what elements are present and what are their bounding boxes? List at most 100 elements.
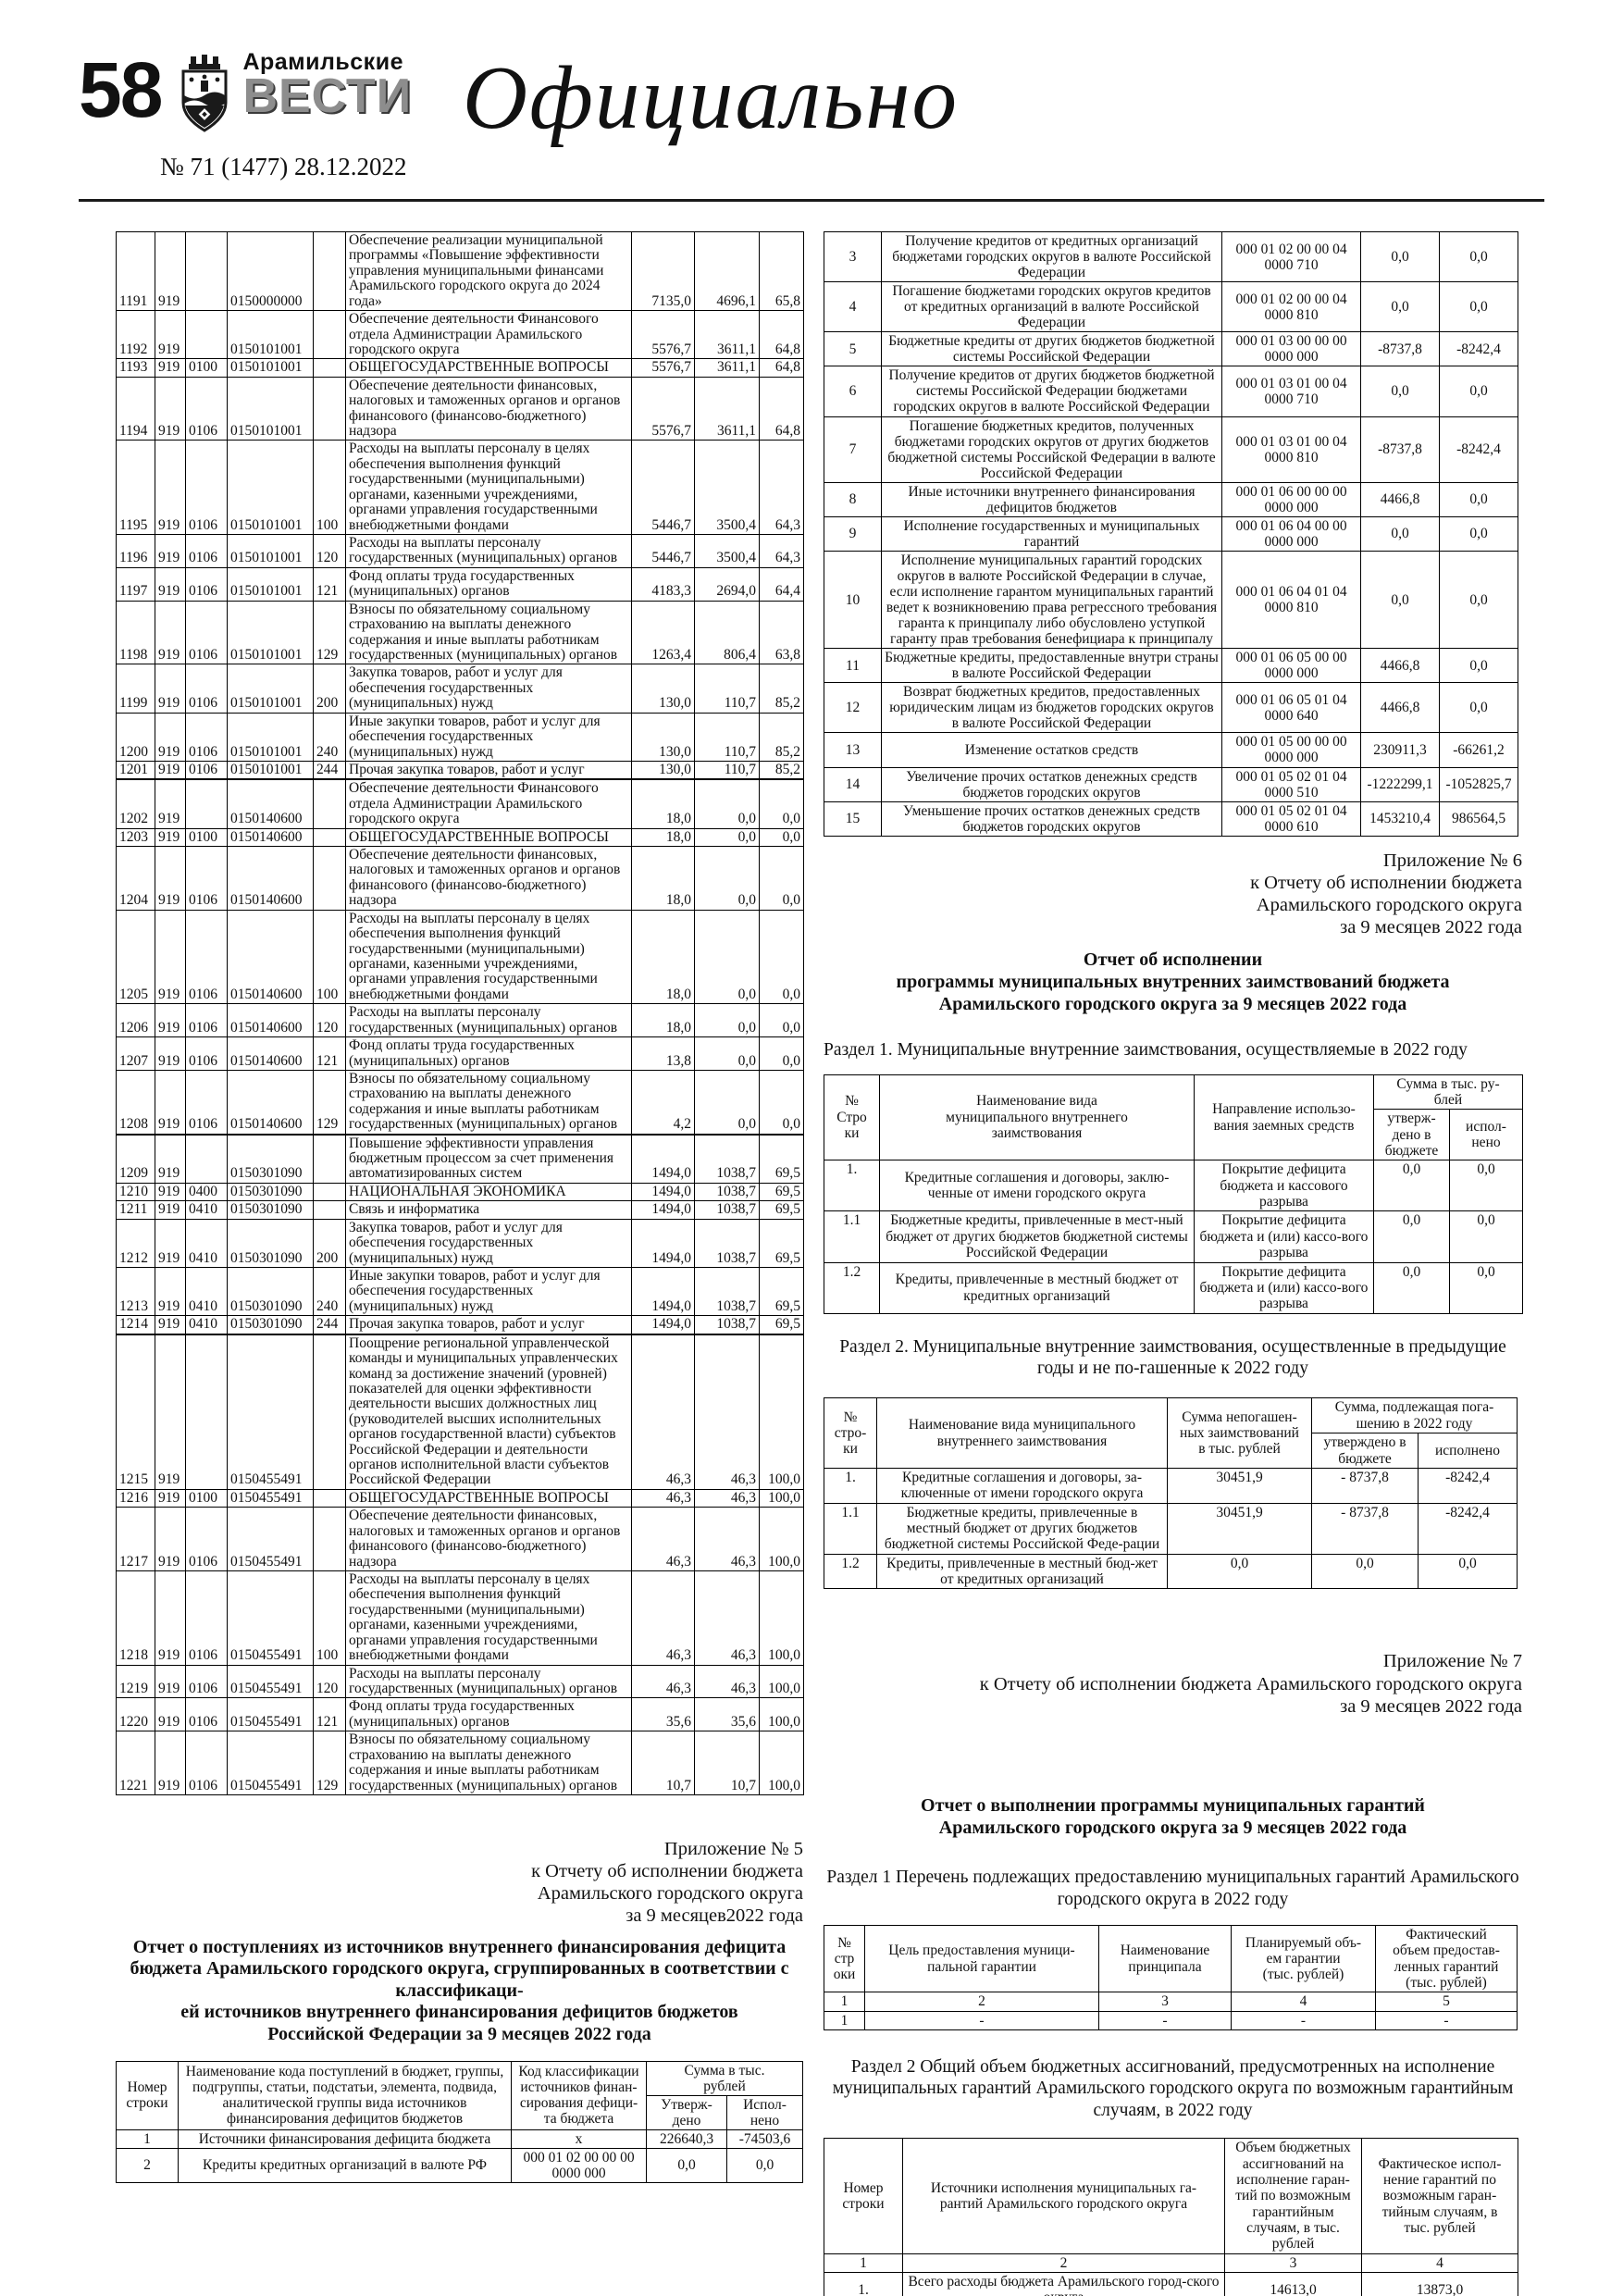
cell-num: 1.2 bbox=[824, 1261, 880, 1314]
header-approved: утверж- дено в бюджете bbox=[1373, 1109, 1450, 1161]
cell-executed: 1038,7 bbox=[694, 1134, 760, 1184]
cell-executed: 110,7 bbox=[694, 712, 760, 762]
cell-csr: 0150301090 bbox=[227, 1134, 314, 1184]
cell-grbs: 919 bbox=[155, 1570, 186, 1666]
header-sum: Сумма в тыс. ру- блей bbox=[1372, 1074, 1524, 1111]
cell-csr: 0150140600 bbox=[227, 1069, 314, 1136]
cell-percent: 85,2 bbox=[759, 760, 804, 781]
cell-code: 000 01 03 01 00 04 0000 810 bbox=[1221, 416, 1361, 483]
cell-executed: -66261,2 bbox=[1439, 732, 1518, 768]
cell-executed: 46,3 bbox=[694, 1334, 760, 1490]
cell-volume: 3 bbox=[1224, 2253, 1362, 2274]
cell-vid: 121 bbox=[313, 1036, 346, 1071]
cell-approved: 5576,7 bbox=[631, 376, 695, 441]
cell-percent: 64,8 bbox=[759, 358, 804, 378]
cell-razdel: 0106 bbox=[185, 760, 228, 781]
table-row: 1198 919 0106 0150101001 129 Взносы по обязат… bbox=[116, 600, 804, 665]
cell-csr: 0150301090 bbox=[227, 1200, 314, 1220]
cell-executed: 0,0 bbox=[1439, 281, 1518, 333]
cell-vid: 129 bbox=[313, 1731, 346, 1795]
cell-vid bbox=[313, 846, 346, 911]
cell-desc: Обеспечение деятельности Финансового отд… bbox=[345, 310, 632, 360]
cell-planned: 4 bbox=[1231, 1992, 1376, 2012]
cell-grbs: 919 bbox=[155, 566, 186, 602]
text-line: Арамильского городского округа bbox=[1256, 895, 1522, 916]
cell-percent: 0,0 bbox=[759, 909, 804, 1005]
cell-vid: 200 bbox=[313, 664, 346, 714]
cell-executed: 0,0 bbox=[694, 1003, 760, 1038]
cell-csr: 0150140600 bbox=[227, 1036, 314, 1071]
cell-desc: Фонд оплаты труда государственных (муниц… bbox=[345, 1697, 632, 1732]
table-row: 1.2 Кредиты, привлеченные в местный бюд-ж… bbox=[824, 1553, 1518, 1590]
text-line: Отчет об исполнении bbox=[1083, 949, 1263, 971]
cell-executed: 4696,1 bbox=[694, 230, 760, 312]
cell-executed: -8242,4 bbox=[1418, 1467, 1518, 1504]
cell-percent: 85,2 bbox=[759, 712, 804, 762]
cell-grbs: 919 bbox=[155, 760, 186, 781]
cell-approved: 4466,8 bbox=[1360, 648, 1440, 684]
cell-approved: 10,7 bbox=[631, 1731, 695, 1795]
brand-block: Арамильские ВЕСТИ bbox=[242, 51, 412, 121]
cell-num: 1206 bbox=[116, 1003, 155, 1038]
cell-approved: 5446,7 bbox=[631, 440, 695, 536]
cell-name: Бюджетные кредиты, привлеченные в местны… bbox=[876, 1502, 1168, 1555]
cell-approved: 35,6 bbox=[631, 1697, 695, 1732]
cell-desc: ОБЩЕГОСУДАРСТВЕННЫЕ ВОПРОСЫ bbox=[345, 1488, 632, 1508]
cell-num: 1.1 bbox=[824, 1502, 877, 1555]
table-row: 1219 919 0106 0150455491 120 Расходы на выпла… bbox=[116, 1664, 804, 1699]
cell-razdel: 0106 bbox=[185, 1664, 228, 1699]
cell-approved: 0,0 bbox=[1360, 281, 1440, 333]
cell-approved: 0,0 bbox=[1360, 550, 1440, 650]
text-line: Отчет о выполнении программы муниципальн… bbox=[921, 1794, 1425, 1816]
cell-csr: 0150140600 bbox=[227, 827, 314, 848]
table-row: 5 Бюджетные кредиты от других бюджетов бю… bbox=[824, 331, 1518, 367]
cell-num: 1 bbox=[116, 2128, 179, 2149]
table-row: 1203 919 0100 0150140600 ОБЩЕГОСУДАРСТВЕННЫЕ… bbox=[116, 827, 804, 848]
cell-percent: 100,0 bbox=[759, 1488, 804, 1508]
cell-approved: 46,3 bbox=[631, 1664, 695, 1699]
table-row: 1207 919 0106 0150140600 121 Фонд оплаты труд… bbox=[116, 1036, 804, 1071]
cell-razdel: 0410 bbox=[185, 1218, 228, 1269]
cell-approved: 1494,0 bbox=[631, 1266, 695, 1317]
cell-approved: 18,0 bbox=[631, 827, 695, 848]
header-direction: Направление использо- вания заемных сред… bbox=[1194, 1074, 1374, 1161]
cell-num: 1193 bbox=[116, 358, 155, 378]
cell-name: Бюджетные кредиты от других бюджетов бюд… bbox=[881, 331, 1222, 367]
cell-razdel: 0410 bbox=[185, 1200, 228, 1220]
cell-grbs: 919 bbox=[155, 358, 186, 378]
cell-razdel bbox=[185, 1134, 228, 1184]
text-line: Арамильского городского округа за 9 меся… bbox=[938, 1817, 1407, 1838]
cell-vid bbox=[313, 310, 346, 360]
cell-num: 1221 bbox=[116, 1731, 155, 1795]
cell-percent: 65,8 bbox=[759, 230, 804, 312]
cell-razdel: 0106 bbox=[185, 440, 228, 536]
sources-table-part2: 3 Получение кредитов от кредитных организ… bbox=[824, 230, 1518, 837]
cell-grbs: 919 bbox=[155, 1069, 186, 1136]
cell-num: 15 bbox=[824, 800, 882, 837]
cell-vid bbox=[313, 1488, 346, 1508]
cell-desc: Иные закупки товаров, работ и услуг для … bbox=[345, 712, 632, 762]
cell-num: 1220 bbox=[116, 1697, 155, 1732]
cell-name: Бюджетные кредиты, предоставленные внутр… bbox=[881, 648, 1222, 684]
borrowings-section2-table: № стро- ки Наименование вида муниципальн… bbox=[824, 1397, 1518, 1590]
cell-csr: 0150455491 bbox=[227, 1507, 314, 1572]
cell-num: 4 bbox=[824, 281, 882, 333]
cell-razdel: 0100 bbox=[185, 1488, 228, 1508]
cell-percent: 64,3 bbox=[759, 534, 804, 568]
cell-name: Исполнение государственных и муниципальн… bbox=[881, 515, 1222, 552]
cell-grbs: 919 bbox=[155, 310, 186, 360]
cell-num: 1197 bbox=[116, 566, 155, 602]
table-row: 1212 919 0410 0150301090 200 Закупка товаров,… bbox=[116, 1218, 804, 1269]
cell-num: 9 bbox=[824, 515, 882, 552]
text-line: Арамильского городского округа за 9 меся… bbox=[938, 993, 1407, 1014]
cell-executed: 0,0 bbox=[1448, 1160, 1524, 1212]
cell-executed: 10,7 bbox=[694, 1731, 760, 1795]
cell-executed: 0,0 bbox=[1418, 1553, 1518, 1590]
cell-desc: Закупка товаров, работ и услуг для обесп… bbox=[345, 1218, 632, 1269]
cell-approved: -8737,8 bbox=[1360, 331, 1440, 367]
cell-razdel: 0100 bbox=[185, 358, 228, 378]
cell-direction: Покрытие дефицита бюджета и кассового ра… bbox=[1194, 1160, 1374, 1212]
cell-csr: 0150140600 bbox=[227, 1003, 314, 1038]
